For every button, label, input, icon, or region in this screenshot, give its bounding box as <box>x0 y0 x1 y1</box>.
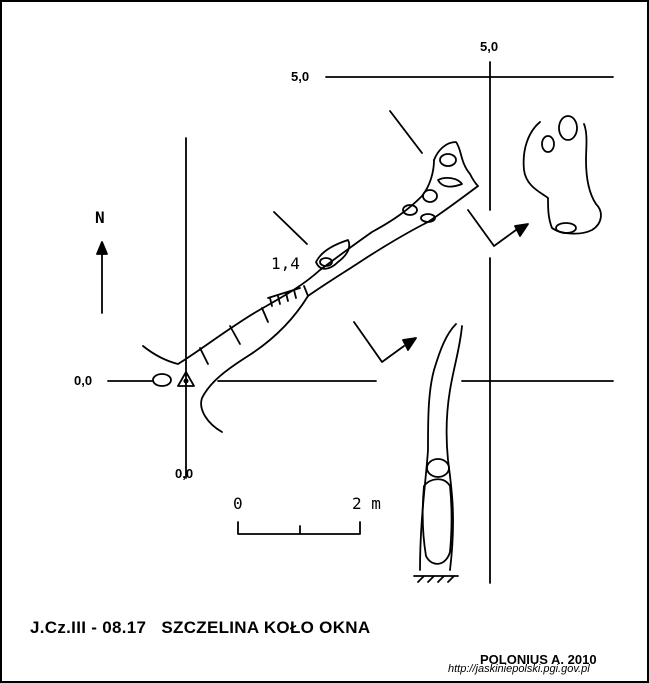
map-title: J.Cz.III - 08.17 SZCZELINA KOŁO OKNA <box>30 618 371 637</box>
profile-boulder <box>421 478 453 565</box>
scale-bar <box>237 521 361 535</box>
rock <box>319 257 333 267</box>
rock <box>422 189 438 203</box>
rock <box>439 153 457 167</box>
north-label: N <box>95 208 105 227</box>
section-line <box>273 211 308 245</box>
coord-y-five: 5,0 <box>480 39 499 54</box>
entrance-dot <box>183 378 189 384</box>
section-arrow-icon <box>353 321 405 363</box>
coord-x-five: 5,0 <box>291 69 310 84</box>
passage-upper-wall <box>142 159 435 365</box>
profile-floor-hatch <box>413 575 459 583</box>
section-arrow-head <box>514 223 529 237</box>
entrance-triangle-icon <box>177 371 195 387</box>
depth-label: 1,4 <box>271 254 300 273</box>
ledge-ticks <box>267 287 301 307</box>
coord-y-origin: 0,0 <box>175 466 194 481</box>
map-author: POLONIUS A. 2010 <box>480 652 597 667</box>
rock <box>315 239 351 270</box>
ledge-line <box>261 307 269 323</box>
rock <box>152 373 172 387</box>
passage-end-upper <box>433 141 479 187</box>
ledge-line <box>199 347 209 365</box>
ledge-line <box>303 285 309 297</box>
cross-section-upper <box>522 121 602 235</box>
north-arrow-head <box>96 241 108 255</box>
rock <box>437 177 463 188</box>
scale-end-label: 2 m <box>352 494 381 513</box>
section-arrow-head <box>402 337 417 351</box>
rock <box>558 115 578 141</box>
ledge-line <box>229 325 241 345</box>
section-line <box>389 110 423 154</box>
scale-start-label: 0 <box>233 494 243 513</box>
source-url[interactable]: http://jaskiniepolski.pgi.gov.pl <box>448 663 590 675</box>
rock <box>426 458 450 478</box>
coord-x-origin: 0,0 <box>74 373 93 388</box>
passage-lower-wall <box>200 185 479 433</box>
rock <box>555 222 577 234</box>
profile-right-wall <box>445 325 463 571</box>
rock <box>402 204 418 216</box>
rock <box>541 135 555 153</box>
section-arrow-icon <box>467 209 517 247</box>
rock <box>420 213 436 223</box>
